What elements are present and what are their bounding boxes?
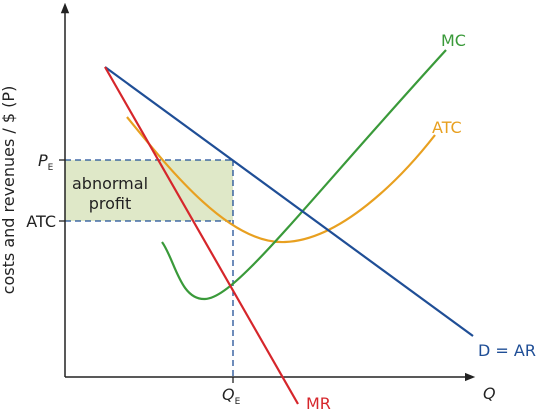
pe-label-sub: E: [48, 163, 54, 173]
demand-curve: [104, 66, 474, 337]
atc-tick-label: ATC: [26, 212, 56, 231]
atc-curve: [126, 116, 436, 244]
mc-label: MC: [441, 31, 466, 50]
pe-label: PE: [38, 151, 54, 173]
region-label: abnormal: [72, 174, 148, 193]
demand-label: D = AR: [478, 341, 536, 360]
qe-label-main: Q: [222, 385, 235, 404]
mr-curve: [104, 66, 299, 405]
y-axis-label: costs and revenues / $ (P): [0, 86, 18, 295]
qe-label: QE: [222, 385, 241, 407]
qe-label-sub: E: [235, 397, 241, 407]
x-axis-label: Q: [483, 384, 496, 403]
region-label: profit: [89, 194, 132, 213]
profit-region: [65, 160, 233, 221]
mr-label: MR: [306, 394, 331, 413]
atc-label: ATC: [432, 118, 462, 137]
mc-curve: [161, 49, 447, 301]
pe-label-main: P: [38, 151, 48, 170]
